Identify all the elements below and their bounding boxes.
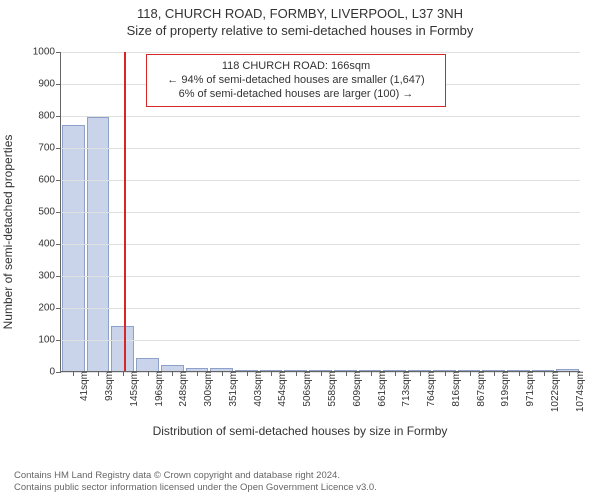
bar: [136, 358, 159, 371]
y-tick-label: 0: [49, 366, 61, 377]
gridline: [61, 276, 580, 277]
x-tick-label: 1022sqm: [548, 371, 561, 412]
x-tick-label: 609sqm: [350, 371, 363, 407]
chart-subtitle: Size of property relative to semi-detach…: [0, 23, 600, 42]
x-tick-mark: [569, 371, 570, 376]
x-tick-label: 41sqm: [77, 371, 90, 401]
gridline: [61, 52, 580, 53]
x-tick-mark: [519, 371, 520, 376]
x-tick-mark: [123, 371, 124, 376]
x-tick-mark: [321, 371, 322, 376]
x-tick-mark: [296, 371, 297, 376]
x-tick-label: 351sqm: [226, 371, 239, 407]
x-tick-label: 558sqm: [325, 371, 338, 407]
gridline: [61, 244, 580, 245]
y-tick-label: 400: [38, 238, 61, 249]
attribution-line: Contains public sector information licen…: [14, 482, 377, 494]
x-tick-label: 93sqm: [102, 371, 115, 401]
x-axis-label: Distribution of semi-detached houses by …: [0, 424, 600, 438]
x-tick-mark: [271, 371, 272, 376]
y-axis-label: Number of semi-detached properties: [1, 135, 15, 330]
y-tick-label: 900: [38, 78, 61, 89]
y-tick-label: 500: [38, 206, 61, 217]
x-tick-mark: [445, 371, 446, 376]
x-tick-mark: [148, 371, 149, 376]
x-tick-mark: [247, 371, 248, 376]
x-tick-label: 196sqm: [152, 371, 165, 407]
x-tick-mark: [371, 371, 372, 376]
x-tick-mark: [98, 371, 99, 376]
chart-title: 118, CHURCH ROAD, FORMBY, LIVERPOOL, L37…: [0, 0, 600, 23]
x-tick-label: 300sqm: [201, 371, 214, 407]
y-tick-label: 300: [38, 270, 61, 281]
gridline: [61, 212, 580, 213]
callout-line: ← 94% of semi-detached houses are smalle…: [155, 73, 437, 87]
chart-area: Number of semi-detached properties 01002…: [0, 42, 600, 422]
x-tick-label: 403sqm: [251, 371, 264, 407]
callout-line: 6% of semi-detached houses are larger (1…: [155, 87, 437, 101]
x-tick-label: 454sqm: [275, 371, 288, 407]
gridline: [61, 340, 580, 341]
bar: [111, 326, 134, 371]
plot-region: 0100200300400500600700800900100041sqm93s…: [60, 52, 580, 372]
y-tick-label: 100: [38, 334, 61, 345]
callout-line: 118 CHURCH ROAD: 166sqm: [155, 59, 437, 73]
x-tick-label: 248sqm: [176, 371, 189, 407]
x-tick-mark: [73, 371, 74, 376]
x-tick-label: 816sqm: [449, 371, 462, 407]
y-tick-label: 700: [38, 142, 61, 153]
x-tick-label: 713sqm: [399, 371, 412, 407]
reference-line: [124, 52, 126, 371]
x-tick-mark: [544, 371, 545, 376]
x-tick-mark: [420, 371, 421, 376]
x-tick-mark: [172, 371, 173, 376]
x-tick-label: 661sqm: [375, 371, 388, 407]
x-tick-mark: [494, 371, 495, 376]
attribution-text: Contains HM Land Registry data © Crown c…: [14, 470, 377, 494]
x-tick-label: 919sqm: [498, 371, 511, 407]
y-tick-label: 600: [38, 174, 61, 185]
x-tick-mark: [222, 371, 223, 376]
gridline: [61, 116, 580, 117]
y-tick-label: 200: [38, 302, 61, 313]
gridline: [61, 148, 580, 149]
x-tick-mark: [346, 371, 347, 376]
x-tick-mark: [197, 371, 198, 376]
x-tick-label: 867sqm: [474, 371, 487, 407]
x-tick-label: 1074sqm: [573, 371, 586, 412]
x-tick-mark: [470, 371, 471, 376]
x-tick-label: 971sqm: [523, 371, 536, 407]
y-tick-label: 1000: [33, 46, 61, 57]
bar: [62, 125, 85, 371]
x-tick-mark: [395, 371, 396, 376]
gridline: [61, 180, 580, 181]
callout-box: 118 CHURCH ROAD: 166sqm← 94% of semi-det…: [146, 54, 446, 107]
x-tick-label: 764sqm: [424, 371, 437, 407]
attribution-line: Contains HM Land Registry data © Crown c…: [14, 470, 377, 482]
x-tick-label: 506sqm: [300, 371, 313, 407]
x-tick-label: 145sqm: [127, 371, 140, 407]
y-tick-label: 800: [38, 110, 61, 121]
gridline: [61, 308, 580, 309]
